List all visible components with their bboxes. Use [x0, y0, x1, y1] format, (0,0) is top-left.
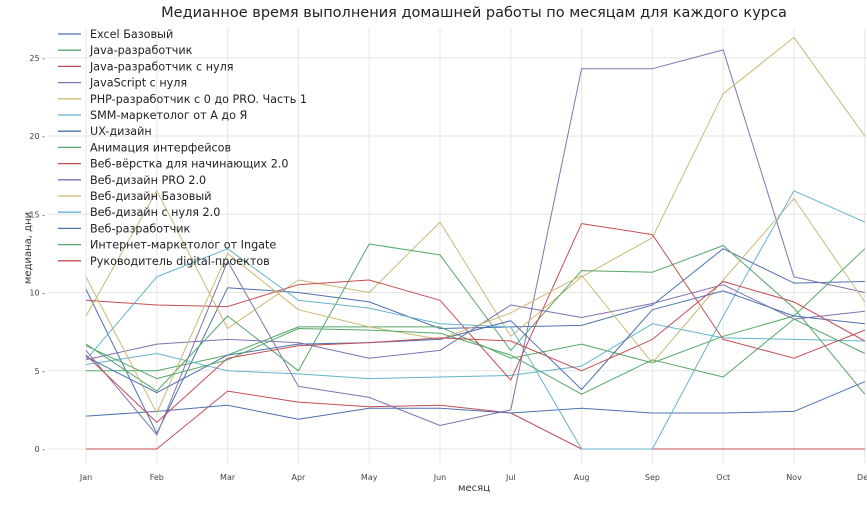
legend-item-label: Веб-дизайн PRO 2.0 — [90, 174, 206, 187]
y-axis-label: медиана, дни — [23, 212, 34, 284]
series-line-9 — [85, 223, 865, 381]
legend: Excel Базовый Java-разработчик Java-разраб… — [58, 28, 307, 268]
legend-item-label: UX-дизайн — [90, 125, 152, 138]
series-line-15 — [85, 281, 866, 423]
legend-item-label: Java-разработчик — [89, 44, 193, 57]
series-line-2 — [86, 248, 866, 372]
legend-item-label: Веб-разработчик — [90, 222, 190, 235]
axis-ticks: Jan Feb Mar Apr May Jun Jul Aug Sep Oct Nov Dec 0 - 5… — [29, 54, 867, 482]
series-line-5 — [85, 36, 866, 337]
legend-item-label: Java-разработчик с нуля — [89, 60, 234, 73]
x-tick-label: Jun — [433, 473, 447, 482]
y-tick-label: 15 - — [29, 210, 45, 219]
y-tick-label: 20 - — [29, 132, 45, 141]
series-line-11 — [85, 198, 866, 414]
legend-item-label: Excel Базовый — [90, 28, 173, 41]
legend-item-label: Веб-вёрстка для начинающих 2.0 — [90, 158, 289, 171]
series-line-14 — [85, 318, 866, 395]
series-line-7 — [85, 381, 865, 420]
legend-item-label: SMM-маркетолог от А до Я — [90, 109, 247, 122]
series-line-3 — [86, 390, 865, 450]
legend-item-label: Руководитель digital-проектов — [90, 255, 270, 268]
x-tick-label: Aug — [574, 473, 590, 482]
x-tick-label: Mar — [220, 473, 236, 482]
x-tick-label: Apr — [291, 473, 306, 482]
series-lines — [85, 36, 866, 450]
legend-item-label: Анимация интерфейсов — [90, 141, 231, 154]
x-tick-label: Feb — [150, 473, 164, 482]
y-tick-label: 0 - — [34, 445, 45, 454]
x-tick-label: Jul — [505, 473, 516, 482]
legend-item-label: PHP-разработчик с 0 до PRO. Часть 1 — [90, 93, 307, 106]
x-tick-label: Jan — [79, 473, 92, 482]
x-tick-label: Oct — [716, 473, 730, 482]
x-axis-label: месяц — [458, 483, 490, 494]
legend-item-label: Интернет-маркетолог от Ingate — [90, 239, 276, 252]
chart-title: Медианное время выполнения домашней рабо… — [161, 5, 787, 21]
series-line-6 — [85, 323, 865, 380]
x-tick-label: Nov — [786, 473, 802, 482]
x-tick-label: Sep — [645, 473, 660, 482]
x-tick-label: May — [361, 473, 378, 482]
y-tick-label: 10 - — [29, 289, 45, 298]
series-line-8 — [85, 243, 866, 395]
y-tick-label: 5 - — [34, 367, 45, 376]
legend-item-label: Веб-дизайн Базовый — [90, 190, 211, 203]
series-line-10 — [85, 284, 865, 361]
legend-item-label: JavaScript с нуля — [89, 77, 187, 90]
legend-item-label: Веб-дизайн с нуля 2.0 — [90, 206, 220, 219]
x-tick-label: Dec — [857, 473, 867, 482]
y-tick-label: 25 - — [29, 54, 45, 63]
series-line-13 — [85, 290, 865, 394]
series-line-4 — [85, 49, 865, 436]
